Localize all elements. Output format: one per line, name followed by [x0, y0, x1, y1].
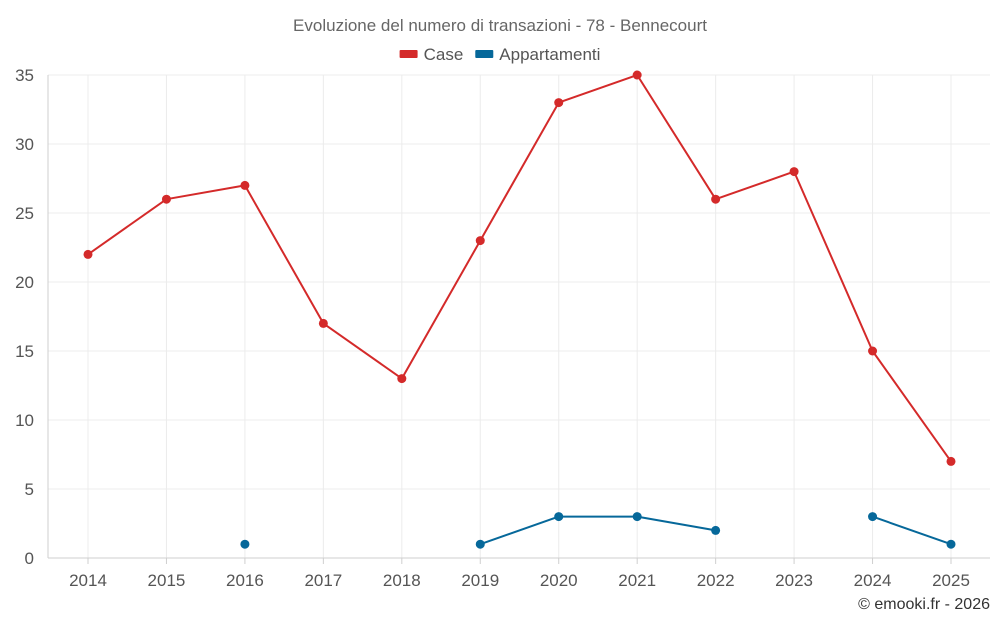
data-point-case[interactable]: [397, 374, 407, 384]
credit-text: © emooki.fr - 2026: [858, 596, 990, 613]
data-point-case[interactable]: [240, 180, 250, 190]
x-tick-label: 2023: [775, 571, 813, 590]
y-tick-label: 25: [15, 204, 34, 223]
legend-item-appartamenti[interactable]: Appartamenti: [475, 45, 600, 64]
x-tick-label: 2021: [618, 571, 656, 590]
y-tick-label: 20: [15, 273, 34, 292]
x-tick-label: 2018: [383, 571, 421, 590]
data-point-case[interactable]: [554, 98, 564, 108]
legend-label-case: Case: [424, 45, 464, 64]
data-point-appartamenti[interactable]: [240, 539, 250, 549]
legend-label-appartamenti: Appartamenti: [499, 45, 600, 64]
data-point-appartamenti[interactable]: [554, 512, 564, 522]
data-point-case[interactable]: [161, 194, 171, 204]
series-line-case: [87, 74, 952, 463]
data-point-case[interactable]: [475, 236, 485, 246]
y-tick-label: 0: [25, 549, 34, 568]
y-tick-label: 10: [15, 411, 34, 430]
data-point-appartamenti[interactable]: [632, 512, 642, 522]
series-case: [83, 70, 956, 466]
y-tick-label: 5: [25, 480, 34, 499]
data-point-case[interactable]: [789, 167, 799, 177]
legend[interactable]: Case Appartamenti: [399, 45, 601, 64]
series-line-appartamenti: [479, 515, 717, 546]
y-tick-label: 30: [15, 135, 34, 154]
data-point-appartamenti[interactable]: [711, 525, 721, 535]
series-appartamenti: [240, 512, 956, 549]
data-point-appartamenti[interactable]: [475, 539, 485, 549]
grid: [48, 74, 990, 558]
x-tick-label: 2020: [540, 571, 578, 590]
x-tick-label: 2025: [932, 571, 970, 590]
legend-swatch-case: [399, 50, 418, 58]
data-point-case[interactable]: [711, 194, 721, 204]
series-layer: [83, 70, 956, 549]
x-tick-label: 2016: [226, 571, 264, 590]
data-point-case[interactable]: [632, 70, 642, 80]
data-point-case[interactable]: [946, 456, 956, 466]
x-tick-label: 2017: [304, 571, 342, 590]
series-line-appartamenti: [871, 515, 952, 546]
x-tick-label: 2024: [854, 571, 892, 590]
data-point-case[interactable]: [318, 318, 328, 328]
chart-title: Evoluzione del numero di transazioni - 7…: [293, 16, 707, 35]
data-point-case[interactable]: [83, 249, 93, 259]
x-tick-label: 2014: [69, 571, 107, 590]
data-point-appartamenti[interactable]: [946, 539, 956, 549]
legend-item-case[interactable]: Case: [399, 45, 464, 64]
data-point-case[interactable]: [868, 346, 878, 356]
x-tick-label: 2015: [148, 571, 186, 590]
data-point-appartamenti[interactable]: [868, 512, 878, 522]
x-tick-label: 2019: [461, 571, 499, 590]
y-tick-label: 35: [15, 66, 34, 85]
x-tick-label: 2022: [697, 571, 735, 590]
legend-swatch-appartamenti: [475, 50, 494, 58]
y-tick-label: 15: [15, 342, 34, 361]
